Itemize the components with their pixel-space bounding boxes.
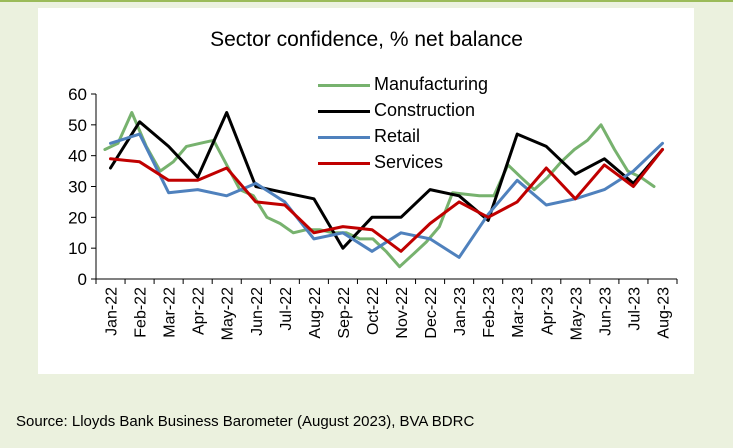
- legend-item-services: Services: [318, 150, 538, 176]
- chart-panel: [38, 8, 694, 374]
- x-tick-label: Jan-23: [452, 287, 469, 336]
- x-tick-label: Apr-23: [539, 287, 556, 335]
- legend-swatch-services: [318, 162, 370, 165]
- series-line-construction: [109, 111, 664, 250]
- legend-swatch-manufacturing: [318, 84, 370, 87]
- x-tick-label: Dec-22: [423, 287, 440, 339]
- x-tick-label: Apr-22: [191, 287, 208, 335]
- x-tick-label: May-22: [220, 287, 237, 340]
- x-tick-label: Jul-22: [278, 287, 295, 331]
- chart-title: Sector confidence, % net balance: [210, 28, 523, 51]
- x-tick-label: Mar-22: [162, 287, 179, 338]
- source-note: Source: Lloyds Bank Business Barometer (…: [16, 413, 475, 430]
- legend-label-retail: Retail: [374, 126, 421, 146]
- y-tick-label: 0: [78, 270, 87, 289]
- x-tick-label: Jul-23: [626, 287, 643, 331]
- x-tick-label: May-23: [568, 287, 585, 340]
- y-tick-label: 30: [68, 178, 87, 197]
- x-tick-label: Sep-22: [336, 287, 353, 339]
- y-tick-label: 40: [68, 147, 87, 166]
- legend-label-manufacturing: Manufacturing: [374, 74, 489, 94]
- y-tick-label: 60: [68, 85, 87, 104]
- legend-swatch-construction: [318, 110, 370, 113]
- x-tick-label: Jan-22: [104, 287, 121, 336]
- x-tick-label: Feb-23: [481, 287, 498, 338]
- x-tick-label: Nov-22: [394, 287, 411, 339]
- x-tick-label: Feb-22: [133, 287, 150, 338]
- legend-label-services: Services: [374, 152, 444, 172]
- legend-item-retail: Retail: [318, 124, 538, 150]
- x-tick-label: Jun-22: [249, 287, 266, 336]
- x-tick-label: Aug-23: [655, 287, 672, 339]
- y-tick-label: 20: [68, 208, 87, 227]
- x-tick-label: Mar-23: [510, 287, 527, 338]
- y-tick-label: 50: [68, 116, 87, 135]
- legend-swatch-retail: [318, 136, 370, 139]
- legend-label-construction: Construction: [374, 100, 476, 120]
- legend-item-construction: Construction: [318, 98, 538, 124]
- legend-item-manufacturing: Manufacturing: [318, 72, 538, 98]
- x-tick-label: Aug-22: [307, 287, 324, 339]
- series-line-services: [109, 148, 664, 253]
- y-tick-label: 10: [68, 239, 87, 258]
- x-tick-label: Oct-22: [365, 287, 382, 335]
- x-tick-label: Jun-23: [597, 287, 614, 336]
- top-rule: [0, 0, 733, 2]
